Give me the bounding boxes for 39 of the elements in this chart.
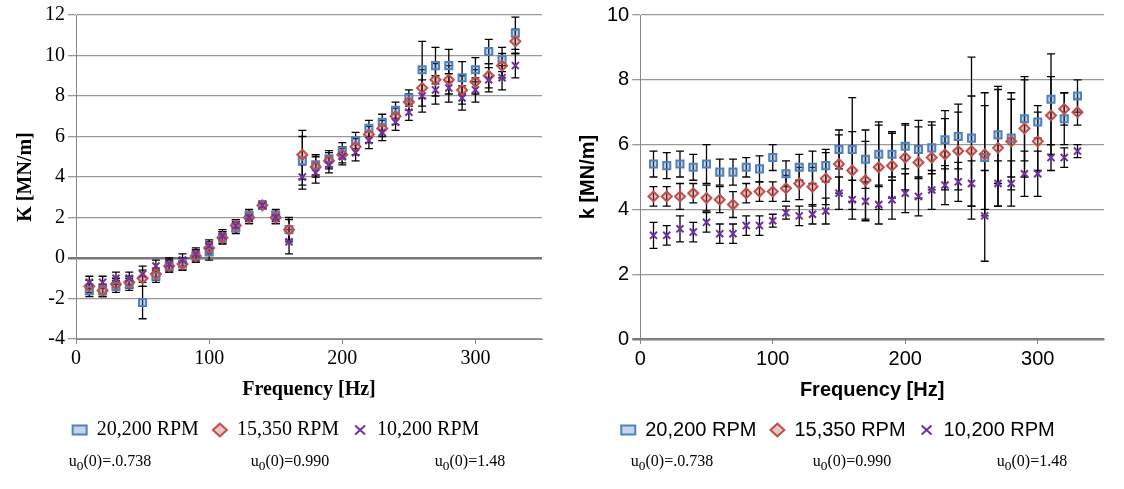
y-tick-label: 4 xyxy=(618,196,630,219)
y-tick-label: 6 xyxy=(55,123,65,146)
text: u$_{0}$(0)=.0.738 xyxy=(68,452,152,475)
x-tick-label: 0 xyxy=(634,346,646,369)
x-tick-label: 300 xyxy=(1021,346,1055,369)
y-tick-label: -4 xyxy=(48,326,65,349)
text: u$_{0}$(0)=1.48 xyxy=(996,452,1068,475)
y-tick-label: -2 xyxy=(48,285,65,308)
y-tick-label: 10 xyxy=(45,42,65,65)
x-tick-label: 0 xyxy=(71,346,81,369)
x-tick-label: 200 xyxy=(327,346,358,369)
x-axis-title: Frequency [Hz] xyxy=(799,377,945,400)
text: u$_{0}$(0)=1.48 xyxy=(434,452,506,475)
x-tick-label: 300 xyxy=(460,346,491,369)
legend-label: 15,350 RPM xyxy=(236,417,340,440)
legend-label: 15,350 RPM xyxy=(794,417,906,440)
x-tick-label: 100 xyxy=(756,346,790,369)
legend-label: 10,200 RPM xyxy=(377,417,480,440)
y-tick-label: 2 xyxy=(618,261,630,284)
text: u$_{0}$(0)=0.990 xyxy=(812,452,892,475)
y-tick-label: 8 xyxy=(618,67,630,90)
y-tick-label: 6 xyxy=(618,132,630,155)
y-tick-label: 4 xyxy=(55,164,65,187)
y-tick-label: 12 xyxy=(45,2,65,25)
legend-label: 20,200 RPM xyxy=(96,417,200,440)
y-tick-label: 10 xyxy=(607,2,630,25)
x-tick-label: 200 xyxy=(888,346,922,369)
y-tick-label: 8 xyxy=(55,83,65,106)
y-axis-title: k [MN/m] xyxy=(575,134,598,220)
x-tick-label: 100 xyxy=(194,346,225,369)
text: u$_{0}$(0)=.0.738 xyxy=(630,452,714,475)
y-tick-label: 0 xyxy=(618,326,630,349)
y-axis-title: K [MN/m] xyxy=(13,132,36,222)
y-tick-label: 2 xyxy=(55,204,65,227)
legend-label: 10,200 RPM xyxy=(943,417,1055,440)
y-tick-label: 0 xyxy=(55,245,65,268)
text: u$_{0}$(0)=0.990 xyxy=(250,452,330,475)
x-axis-title: Frequency [Hz] xyxy=(242,377,376,401)
legend-label: 20,200 RPM xyxy=(645,417,757,440)
